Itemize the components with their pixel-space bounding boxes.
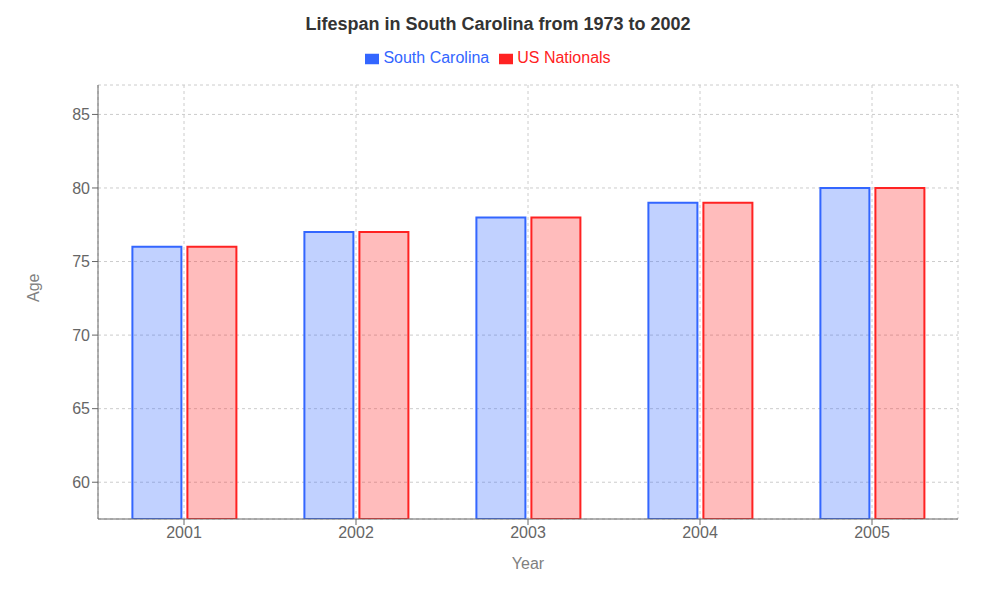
svg-text:2002: 2002: [338, 524, 374, 541]
html-text:US Nationals: US Nationals: [517, 49, 611, 66]
svg-text:70: 70: [72, 327, 90, 344]
svg-text:Age: Age: [25, 273, 42, 302]
svg-text:Year: Year: [512, 555, 545, 572]
svg-text:80: 80: [72, 180, 90, 197]
svg-text:75: 75: [72, 253, 90, 270]
html-text:Lifespan in South Carolina fro: Lifespan in South Carolina from 1973 to …: [305, 14, 691, 34]
svg-text:60: 60: [72, 474, 90, 491]
svg-text:2005: 2005: [854, 524, 890, 541]
svg-text:2004: 2004: [682, 524, 718, 541]
svg-text:65: 65: [72, 400, 90, 417]
svg-text:2003: 2003: [510, 524, 546, 541]
svg-text:2001: 2001: [166, 524, 202, 541]
html-text:South Carolina: South Carolina: [383, 49, 490, 66]
svg-text:85: 85: [72, 106, 90, 123]
